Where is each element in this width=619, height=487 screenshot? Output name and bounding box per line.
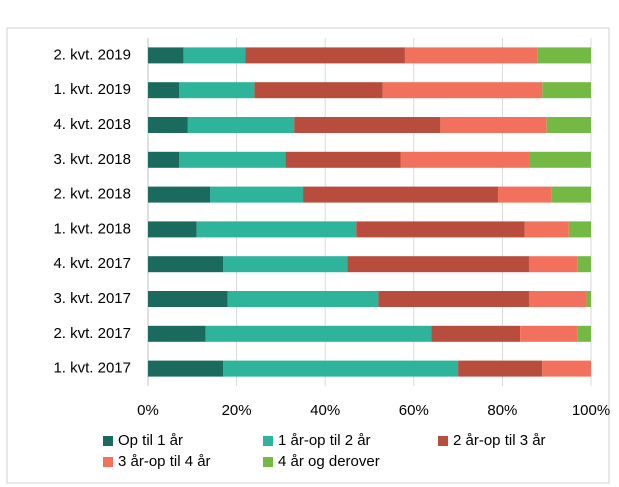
bar-segment: [520, 325, 578, 342]
bar-segment: [254, 82, 383, 99]
bar-segment: [546, 117, 591, 133]
bar-segment: [205, 325, 432, 342]
bar-segment: [148, 325, 206, 342]
bar-segment: [378, 291, 529, 307]
bar-segment: [528, 291, 587, 307]
bar-segment: [285, 151, 401, 168]
legend-swatch: [438, 436, 448, 446]
y-tick-label: 2. kvt. 2018: [53, 186, 131, 203]
bar-segment: [210, 186, 304, 203]
legend-label: Op til 1 år: [118, 432, 183, 449]
bar-segment: [148, 360, 224, 377]
bar-segment: [148, 117, 188, 133]
bar-segment: [148, 151, 180, 168]
bar-segment: [440, 117, 547, 133]
bar-segment: [223, 256, 348, 273]
bar-segment: [347, 256, 529, 273]
bar-segment: [586, 291, 591, 307]
x-tick-label: 0%: [137, 402, 159, 419]
bar-segment: [400, 151, 529, 168]
legend-label: 3 år-op til 4 år: [118, 453, 211, 470]
bar-segment: [148, 291, 228, 307]
bar-segment: [542, 82, 591, 99]
bar-segment: [404, 47, 538, 64]
bar-segment: [551, 186, 591, 203]
bar-segment: [187, 117, 295, 133]
x-tick-label: 60%: [399, 402, 429, 419]
bar-segment: [148, 47, 184, 64]
bar-segment: [497, 186, 552, 203]
legend-label: 1 år-op til 2 år: [278, 432, 371, 449]
bar-segment: [196, 221, 357, 238]
y-tick-label: 1. kvt. 2018: [53, 220, 131, 237]
bar-segment: [245, 47, 405, 64]
legend-label: 4 år og derover: [278, 453, 380, 470]
bar-segment: [223, 360, 459, 377]
x-tick-label: 40%: [310, 402, 340, 419]
bar-segment: [537, 47, 591, 64]
bar-segment: [528, 256, 578, 273]
bar-segment: [179, 82, 255, 99]
y-tick-label: 4. kvt. 2017: [53, 255, 131, 272]
y-tick-label: 1. kvt. 2019: [53, 81, 131, 98]
bar-segment: [568, 221, 591, 238]
bar-segment: [524, 221, 569, 238]
legend-label: 2 år-op til 3 år: [453, 432, 546, 449]
bar-segment: [227, 291, 379, 307]
bar-segment: [148, 82, 180, 99]
bar-segment: [148, 186, 211, 203]
y-tick-label: 3. kvt. 2018: [53, 151, 131, 168]
x-tick-label: 20%: [222, 402, 252, 419]
bar-segment: [294, 117, 441, 133]
x-tick-label: 80%: [487, 402, 517, 419]
chart-frame: [6, 27, 610, 484]
bar-segment: [577, 325, 591, 342]
y-tick-label: 2. kvt. 2019: [53, 46, 131, 63]
bar-segment: [356, 221, 525, 238]
bar-segment: [148, 256, 224, 273]
bar-segment: [382, 82, 543, 99]
y-tick-label: 4. kvt. 2018: [53, 116, 131, 133]
bar-segment: [542, 360, 591, 377]
legend-swatch: [103, 457, 113, 467]
legend-swatch: [263, 436, 273, 446]
bar-segment: [577, 256, 591, 273]
x-tick-label: 100%: [572, 402, 610, 419]
bar-segment: [179, 151, 286, 168]
bar-segment: [148, 221, 197, 238]
y-tick-label: 1. kvt. 2017: [53, 360, 131, 377]
legend-swatch: [103, 436, 113, 446]
y-tick-label: 2. kvt. 2017: [53, 325, 131, 342]
bar-segment: [528, 151, 591, 168]
bar-segment: [458, 360, 543, 377]
bar-segment: [431, 325, 521, 342]
y-tick-label: 3. kvt. 2017: [53, 290, 131, 307]
legend-swatch: [263, 457, 273, 467]
bar-segment: [303, 186, 498, 203]
bar-segment: [183, 47, 246, 64]
